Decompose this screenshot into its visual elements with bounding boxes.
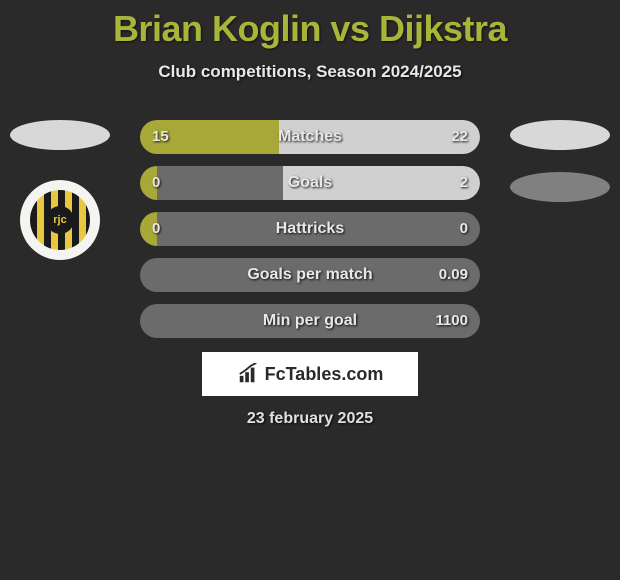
stat-row: Goals0 2 [0,166,620,200]
stat-value-right: 2 [460,166,468,200]
comparison-bars: Matches1522Goals02Hattricks00Goals per m… [0,120,620,350]
stat-value-left: 0 [152,166,160,200]
stat-row: Min per goal1100 [0,304,620,338]
stat-value-right: 0 [460,212,468,246]
stat-label: Matches [140,120,480,154]
stat-value-right: 0.09 [439,258,468,292]
stat-row: Hattricks0 0 [0,212,620,246]
stat-value-left: 0 [152,212,160,246]
stat-label: Goals per match [140,258,480,292]
brand-chart-icon [237,363,259,385]
generated-date: 23 february 2025 [0,410,620,428]
page-subtitle: Club competitions, Season 2024/2025 [0,62,620,82]
stat-value-left: 15 [152,120,169,154]
stat-row: Goals per match0.09 [0,258,620,292]
stat-label: Goals [140,166,480,200]
comparison-infographic: Brian Koglin vs Dijkstra Club competitio… [0,0,620,580]
brand-watermark: FcTables.com [202,352,418,396]
stat-row: Matches15 22 [0,120,620,154]
stat-value-right: 22 [451,120,468,154]
brand-text: FcTables.com [265,364,384,385]
page-title: Brian Koglin vs Dijkstra [0,0,620,50]
stat-label: Hattricks [140,212,480,246]
stat-label: Min per goal [140,304,480,338]
stat-value-right: 1100 [435,304,468,338]
